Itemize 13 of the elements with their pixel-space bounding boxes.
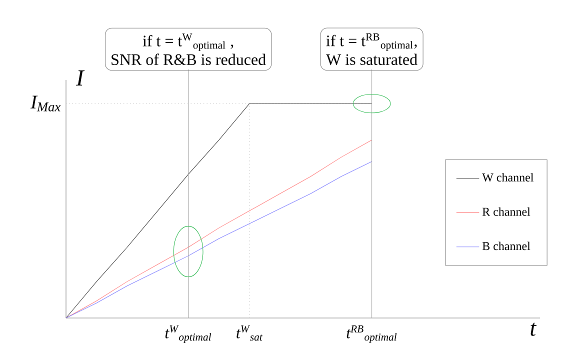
legend-label: W channel — [482, 173, 534, 182]
x-tick-label: t$^{W}$sat — [236, 325, 263, 341]
legend-label: R channel — [482, 207, 530, 216]
x-tick-label: t$^{W}$optimal — [165, 325, 212, 343]
legend-label: B channel — [482, 242, 530, 250]
ref-line-label: I$_{Max}$ — [30, 96, 61, 112]
text: if t = t$^{W}$$_{optimal}$ , — [142, 33, 234, 51]
text: W is saturated — [326, 54, 418, 66]
text: if t = t$^{RB}$$_{optimal}$, — [326, 33, 417, 51]
text: SNR of R&B is reduced — [112, 54, 266, 66]
y-axis-title: I — [76, 70, 85, 86]
x-axis-title: t — [530, 322, 537, 336]
x-tick-label: t$^{RB}$optimal — [346, 325, 397, 343]
